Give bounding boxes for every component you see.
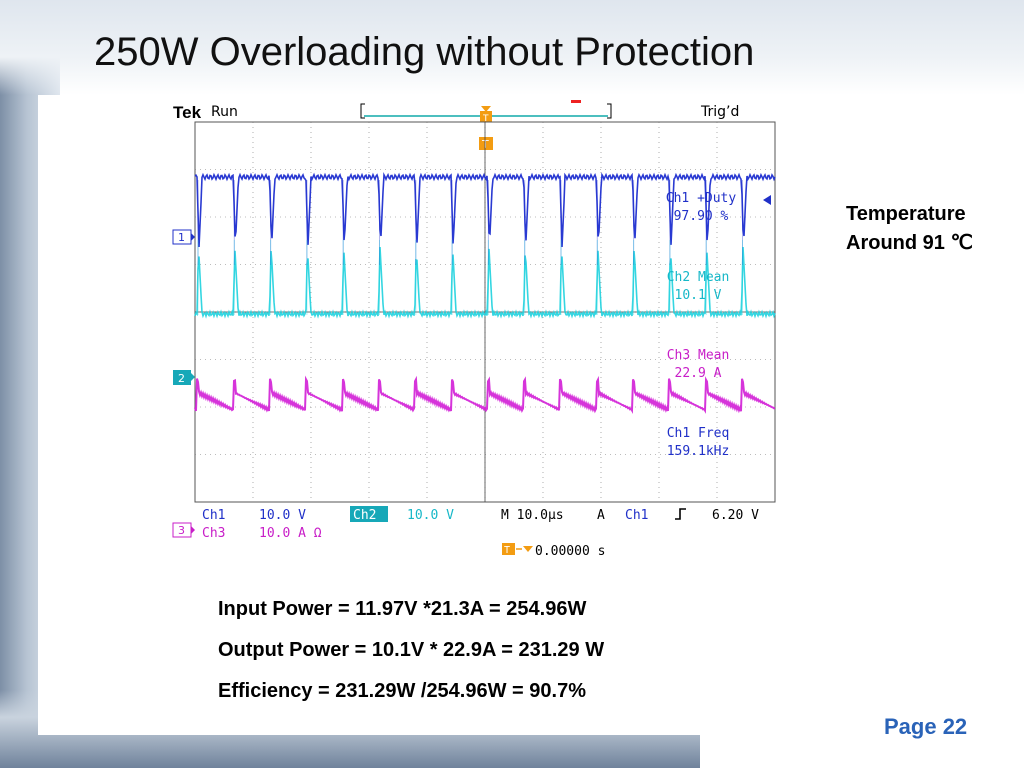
ch2-marker-label: 2 (178, 372, 185, 385)
measurement-ch3-mean: Ch3 Mean 22.9 A (667, 348, 730, 381)
record-bracket-right (607, 103, 612, 119)
scope-brand: Tek (173, 103, 202, 122)
measurement-label: Ch1 Freq (667, 426, 730, 441)
scope-status-row-1: Ch1 10.0 V Ch2 10.0 V M 10.0µs A Ch1 6.2… (202, 506, 759, 523)
oscilloscope-display: Tek Run Trig’d T T 1 2 3 (172, 100, 776, 559)
ch1-trace (194, 171, 776, 248)
ch2-trace (194, 246, 776, 319)
trigger-source: Ch1 (625, 508, 648, 523)
ch1-marker-label: 1 (178, 231, 185, 244)
output-power-equation: Output Power = 10.1V * 22.9A = 231.29 W (218, 639, 605, 661)
waveforms (194, 171, 776, 415)
ch2-label: Ch2 (353, 508, 376, 523)
ch3-marker-label: 3 (178, 524, 185, 537)
measurement-value: 97.90 % (674, 209, 729, 224)
input-power-equation: Input Power = 11.97V *21.3A = 254.96W (218, 598, 587, 620)
scope-status-row-2: Ch3 10.0 A Ω T 0.00000 s (202, 526, 605, 559)
ch2-label-box (350, 506, 388, 522)
record-marker-red (571, 100, 581, 103)
trigger-slope-icon (675, 508, 686, 520)
trigger-mode: A (597, 508, 605, 523)
scope-run-status: Run (211, 104, 238, 120)
temperature-note-line2: Around 91 ℃ (846, 232, 973, 254)
timebase: M 10.0µs (501, 508, 564, 523)
ch1-label: Ch1 (202, 508, 225, 523)
measurement-value: 22.9 A (675, 366, 722, 381)
ch3-label: Ch3 (202, 526, 225, 541)
background-bottom-right (700, 735, 1024, 768)
oscilloscope-screenshot: Tek Run Trig’d T T 1 2 3 (167, 100, 779, 570)
trigger-pos-arrow (481, 106, 491, 112)
scope-trigger-status: Trig’d (700, 104, 739, 120)
ch2-marker: 2 (173, 370, 195, 385)
power-equations: Input Power = 11.97V *21.3A = 254.96W Ou… (218, 595, 604, 718)
ch3-scale: 10.0 A Ω (259, 526, 322, 541)
measurement-ch2-mean: Ch2 Mean 10.1 V (667, 270, 730, 303)
background-top-band (0, 0, 1024, 95)
ch1-level-arrow (763, 195, 771, 205)
ch1-scale: 10.0 V (259, 508, 306, 523)
trigger-pos-box (480, 111, 492, 122)
position-trigger-icon (502, 543, 515, 555)
trigger-level: 6.20 V (712, 508, 759, 523)
ch2-scale: 10.0 V (407, 508, 454, 523)
measurement-value: 10.1 V (675, 288, 722, 303)
measurement-ch1-freq: Ch1 Freq 159.1kHz (667, 426, 730, 459)
efficiency-equation: Efficiency = 231.29W /254.96W = 90.7% (218, 680, 586, 702)
measurement-label: Ch3 Mean (667, 348, 730, 363)
ch1-marker: 1 (172, 229, 195, 245)
page-number: Page 22 (884, 714, 968, 739)
trigger-pos-box-label: T (482, 114, 489, 124)
ch3-trace (194, 375, 776, 415)
temperature-note-line1: Temperature (846, 203, 966, 225)
measurement-label: Ch2 Mean (667, 270, 730, 285)
position-down-icon (523, 546, 533, 552)
position-trigger-icon-label: T (504, 545, 510, 556)
measurement-value: 159.1kHz (667, 444, 730, 459)
slide-title: 250W Overloading without Protection (94, 30, 755, 74)
horizontal-position: 0.00000 s (535, 544, 605, 559)
measurement-ch1-duty: Ch1 +Duty 97.90 % (666, 191, 737, 224)
temperature-note: Temperature Around 91 ℃ (846, 200, 973, 258)
measurement-label: Ch1 +Duty (666, 191, 737, 206)
trigger-marker-box (479, 137, 493, 150)
ch3-marker: 3 (172, 522, 195, 538)
record-bracket-left (360, 103, 365, 119)
